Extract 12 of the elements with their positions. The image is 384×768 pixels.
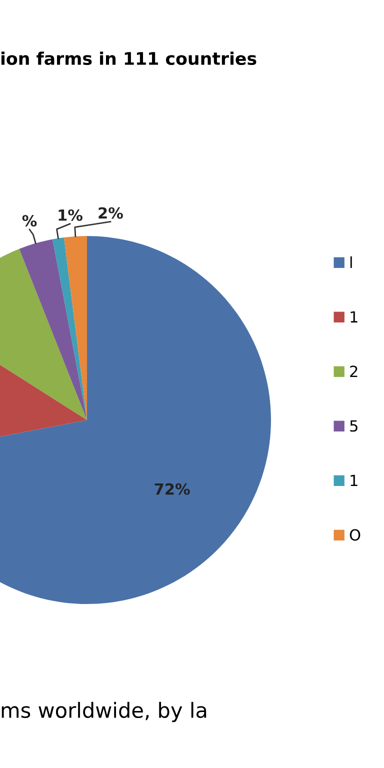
text: ms worldwide, by la (2, 702, 206, 722)
legend-label: O (350, 529, 360, 541)
legend-label: 1 (350, 474, 358, 486)
data-label: % (22, 214, 37, 227)
legend-label: l (350, 256, 352, 268)
legend-label: 5 (350, 420, 358, 432)
data-label: 1% (58, 209, 82, 221)
data-label: 2% (98, 207, 123, 219)
legend-label: 1 (350, 311, 358, 322)
data-label: 72% (154, 483, 190, 495)
chart-title: ion farms in 111 countries (1, 52, 256, 66)
legend-label: 2 (350, 366, 358, 377)
